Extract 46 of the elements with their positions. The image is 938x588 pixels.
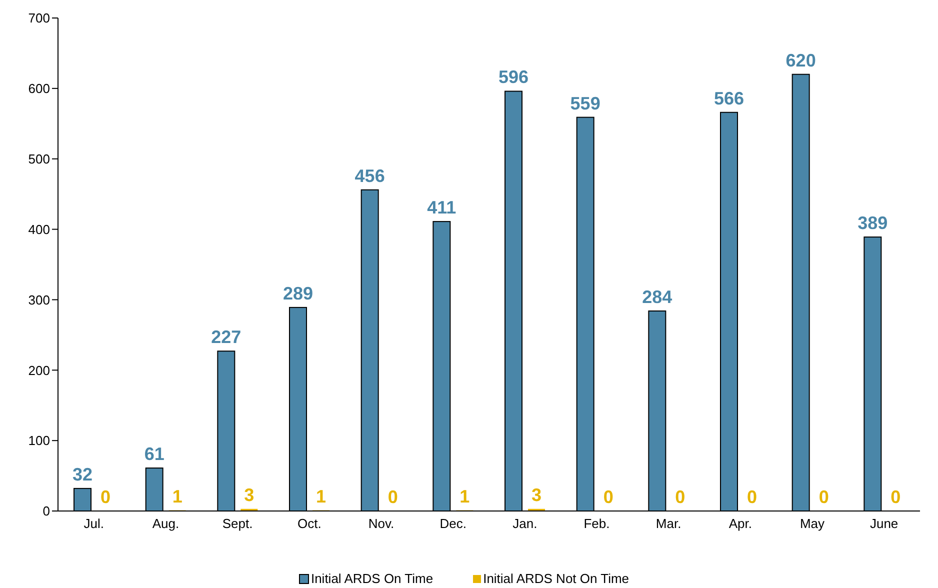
data-label: 1 <box>316 486 326 506</box>
data-label: 1 <box>460 486 470 506</box>
x-tick-label: Feb. <box>584 516 610 532</box>
data-label: 0 <box>388 487 398 507</box>
y-tick-label: 400 <box>28 222 50 237</box>
data-label: 0 <box>675 487 686 507</box>
data-label: 3 <box>244 484 254 505</box>
y-tick-label: 200 <box>28 362 50 378</box>
data-label: 620 <box>786 50 816 70</box>
y-tick-label: 500 <box>28 151 50 166</box>
x-tick-label: Oct. <box>297 516 322 532</box>
data-label: 32 <box>72 464 93 484</box>
x-tick-label: Aug. <box>152 516 180 532</box>
x-tick-label: Mar. <box>656 516 682 532</box>
data-label: 1 <box>172 486 182 506</box>
data-label: 284 <box>642 286 672 307</box>
x-tick-label: June <box>870 516 898 532</box>
x-tick-label: Dec. <box>440 516 466 532</box>
x-tick-label: Sept. <box>222 516 253 532</box>
data-label: 566 <box>714 88 744 108</box>
data-label: 61 <box>144 444 164 464</box>
y-tick-label: 700 <box>28 10 50 26</box>
data-label: 0 <box>603 487 614 507</box>
x-tick-label: Apr. <box>728 516 752 532</box>
data-label: 411 <box>427 198 456 218</box>
data-label: 389 <box>858 213 888 234</box>
y-tick-label: 600 <box>28 81 50 96</box>
legend-label: Initial ARDS Not On Time <box>482 571 630 586</box>
data-label: 596 <box>498 67 529 88</box>
data-label: 559 <box>570 93 600 114</box>
legend-label: Initial ARDS On Time <box>310 571 434 586</box>
data-label: 456 <box>354 166 385 186</box>
y-tick-label: 0 <box>42 504 50 519</box>
x-tick-label: May <box>800 516 826 532</box>
data-label: 0 <box>890 487 901 507</box>
data-label: 227 <box>211 327 242 348</box>
x-tick-label: Jan. <box>512 516 538 532</box>
x-tick-label: Jul. <box>84 516 104 532</box>
y-tick-label: 300 <box>28 292 50 308</box>
data-label: 0 <box>746 487 758 507</box>
y-tick-label: 100 <box>28 433 50 448</box>
data-label: 0 <box>818 487 829 507</box>
data-label: 0 <box>100 487 111 507</box>
x-tick-label: Nov. <box>368 516 394 532</box>
data-label: 3 <box>531 484 542 505</box>
data-label: 289 <box>282 283 314 304</box>
